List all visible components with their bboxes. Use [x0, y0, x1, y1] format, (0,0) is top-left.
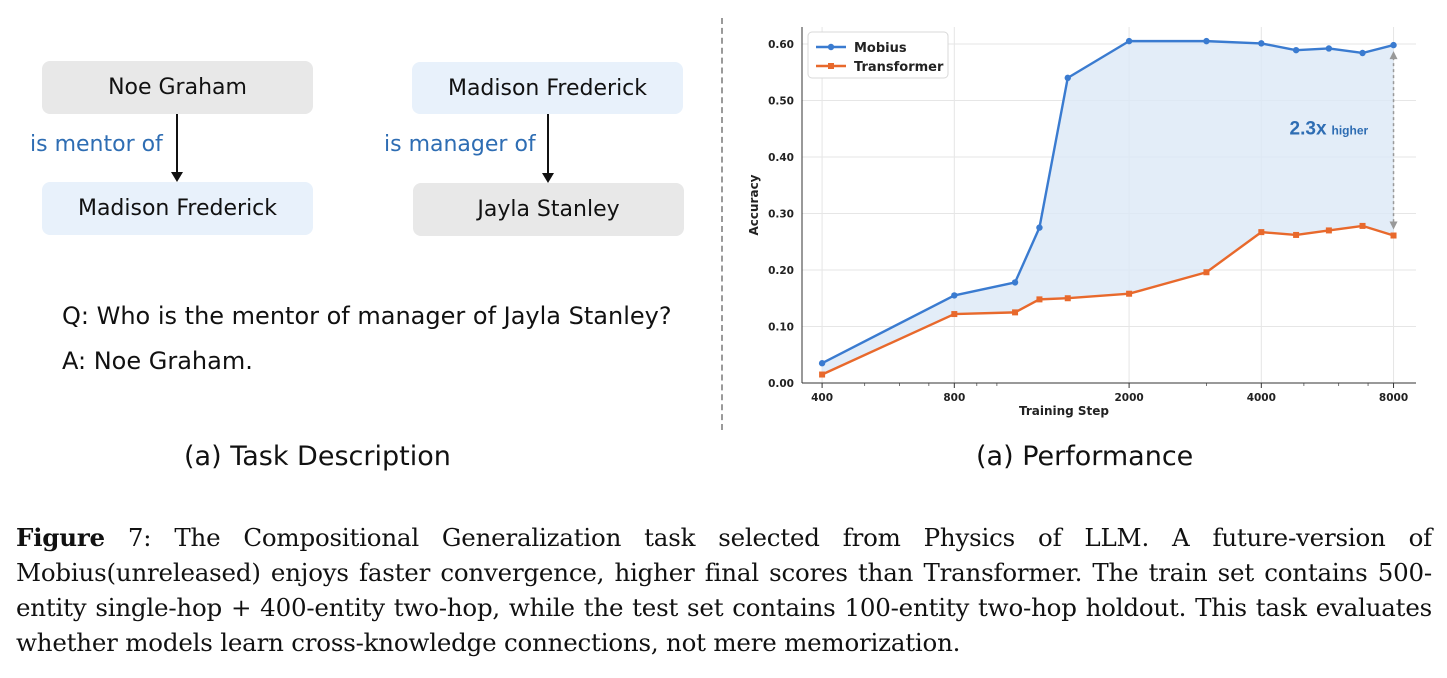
- figure-caption: Figure 7: The Compositional Generalizati…: [16, 520, 1432, 660]
- x-tick-label: 800: [943, 392, 965, 404]
- entity-noe-graham: Noe Graham: [42, 61, 313, 114]
- y-tick-label: 0.00: [768, 378, 794, 390]
- data-point-mobius: [818, 360, 826, 367]
- answer-text: A: Noe Graham.: [62, 347, 253, 375]
- y-tick-label: 0.30: [768, 208, 794, 220]
- y-axis-label: Accuracy: [747, 174, 761, 235]
- data-point-transformer: [819, 371, 826, 378]
- data-point-transformer: [1203, 269, 1210, 276]
- y-tick-label: 0.10: [768, 321, 794, 333]
- chart-legend: Mobius Transformer: [807, 31, 949, 79]
- gap-fill-area: [822, 41, 1394, 375]
- figure-number: 7:: [104, 523, 175, 552]
- data-point-mobius: [1258, 40, 1265, 47]
- data-point-mobius: [1325, 45, 1333, 52]
- x-axis-label: Training Step: [1019, 404, 1109, 418]
- data-point-mobius: [1036, 224, 1043, 231]
- data-point-transformer: [1036, 296, 1043, 303]
- data-point-mobius: [1292, 46, 1300, 54]
- entity-jayla-stanley: Jayla Stanley: [413, 183, 684, 236]
- data-point-transformer: [1293, 231, 1300, 238]
- data-point-transformer: [1359, 222, 1366, 229]
- gap-arrow-head-top: [1389, 51, 1398, 60]
- figure-caption-text: The Compositional Generalization task se…: [16, 523, 1432, 657]
- relation-arrow-left: [171, 114, 183, 182]
- question-text: Q: Who is the mentor of manager of Jayla…: [62, 302, 672, 330]
- legend-label-transformer: Transformer: [854, 60, 944, 75]
- subcaption-task: (a) Task Description: [184, 441, 451, 472]
- entity-madison-frederick-right: Madison Frederick: [412, 62, 683, 114]
- y-tick-label: 0.20: [768, 265, 794, 277]
- gap-annotation-text: 2.3x higher: [1290, 118, 1369, 139]
- data-point-transformer: [1325, 227, 1332, 234]
- data-point-mobius: [1064, 74, 1071, 82]
- x-tick-label: 4000: [1247, 392, 1276, 404]
- data-point-transformer: [1126, 290, 1133, 297]
- legend-marker: [827, 43, 835, 51]
- chart-annotation: 2.3x higher: [1290, 51, 1398, 230]
- data-point-transformer: [1012, 309, 1019, 316]
- chart-series: [818, 37, 1397, 378]
- data-point-mobius: [1390, 41, 1397, 49]
- legend-label-mobius: Mobius: [854, 41, 907, 56]
- series-line-transformer: [821, 224, 1394, 376]
- gap-arrow-head-bottom: [1389, 221, 1398, 230]
- subcaption-performance: (a) Performance: [976, 441, 1194, 472]
- x-tick-label: 8000: [1379, 392, 1408, 404]
- data-point-mobius: [1125, 37, 1133, 45]
- data-point-transformer: [951, 311, 958, 318]
- relation-mentor-label: is mentor of: [30, 132, 163, 157]
- data-point-transformer: [1258, 229, 1265, 236]
- entity-madison-frederick-left: Madison Frederick: [42, 182, 313, 235]
- legend-marker: [828, 63, 834, 69]
- series-line-mobius: [821, 39, 1394, 365]
- relation-arrow-right: [542, 114, 554, 183]
- y-tick-label: 0.60: [768, 39, 794, 51]
- data-point-transformer: [1390, 232, 1397, 239]
- figure-label: Figure: [16, 523, 105, 552]
- data-point-mobius: [1359, 49, 1366, 57]
- data-point-mobius: [1011, 279, 1019, 286]
- relation-manager-label: is manager of: [384, 132, 536, 157]
- gap-suffix: higher: [1332, 123, 1369, 137]
- y-tick-label: 0.50: [768, 95, 794, 107]
- panel-divider: [721, 18, 723, 430]
- chart-axes: 0.00 0.10 0.20 0.30 0.40 0.50 0.60 400 800 2000 40…: [768, 27, 1416, 404]
- y-tick-label: 0.40: [768, 152, 794, 164]
- data-point-mobius: [1203, 37, 1210, 45]
- gap-value: 2.3x: [1290, 118, 1327, 139]
- x-tick-label: 2000: [1114, 392, 1143, 404]
- accuracy-chart: 0.00 0.10 0.20 0.30 0.40 0.50 0.60 400 800 2000 40…: [747, 27, 1416, 418]
- data-point-transformer: [1064, 295, 1071, 302]
- data-point-mobius: [951, 292, 958, 299]
- x-tick-label: 400: [811, 392, 833, 404]
